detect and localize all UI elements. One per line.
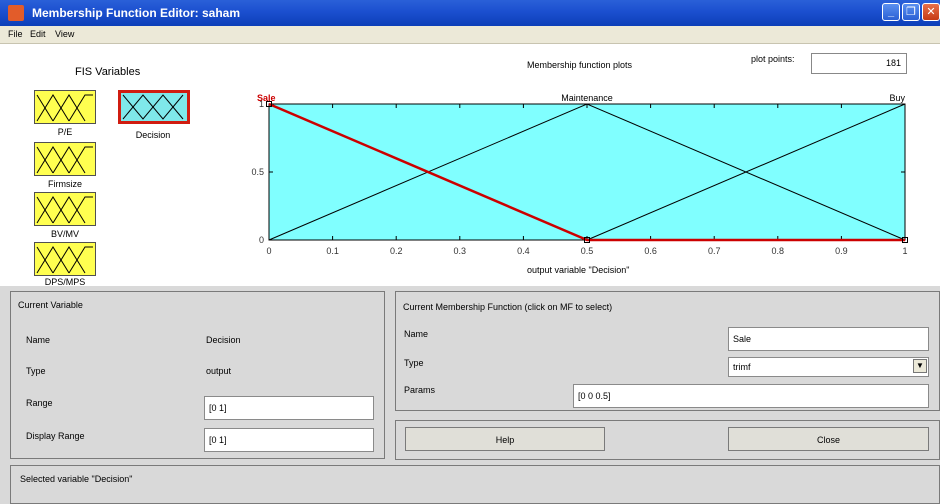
var-label-bvmv: BV/MV [50,229,79,239]
x-tick-label: 0 [266,246,271,256]
mf-label-sale[interactable]: Sale [257,93,276,103]
current-mf-title: Current Membership Function (click on MF… [403,302,613,312]
menu-bar: File Edit View [0,26,940,44]
cv-name-value: Decision [206,335,241,345]
mf-name-label: Name [404,329,429,339]
mf-vertex-marker[interactable] [902,237,908,243]
plot-points-input[interactable]: 181 [811,53,907,74]
y-tick-label: 0 [259,235,264,245]
cv-range-label: Range [26,398,53,408]
cv-type-value: output [206,366,232,376]
mf-type-value: trimf [733,362,751,372]
x-tick-label: 0.1 [326,246,339,256]
mf-shape-icon [122,94,184,120]
range-input[interactable]: [0 1] [204,396,374,420]
plot-points-label: plot points: [751,54,795,64]
mf-label-buy[interactable]: Buy [889,93,905,103]
x-tick-label: 1 [902,246,907,256]
y-tick-label: 0.5 [251,167,264,177]
cv-display-range-label: Display Range [26,431,85,441]
x-tick-label: 0.4 [517,246,530,256]
help-button[interactable]: Help [405,427,605,451]
x-tick-label: 0.7 [708,246,721,256]
mf-name-input[interactable]: Sale [728,327,929,351]
status-text: Selected variable "Decision" [20,474,133,484]
mf-line-buy[interactable] [586,103,906,241]
x-tick-label: 0.8 [772,246,785,256]
current-variable-title: Current Variable [18,300,83,310]
matlab-icon [8,5,24,21]
title-bar: Membership Function Editor: saham _ ❐ ✕ [0,0,940,26]
mf-shape-icon [36,196,93,224]
mf-params-label: Params [404,385,436,395]
mf-line-sale[interactable] [268,102,905,242]
x-tick-label: 0.9 [835,246,848,256]
cv-type-label: Type [26,366,46,376]
var-label-pe: P/E [57,127,73,137]
x-tick-label: 0.2 [390,246,403,256]
x-tick-label: 0.6 [644,246,657,256]
x-axis-label: output variable "Decision" [527,265,630,275]
menu-edit[interactable]: Edit [30,29,46,39]
mf-label-maintenance[interactable]: Maintenance [561,93,613,103]
chevron-down-icon[interactable]: ▼ [913,359,927,373]
x-tick-label: 0.3 [454,246,467,256]
mf-type-select[interactable]: trimf ▼ [728,357,929,377]
y-tick-label: 1 [259,99,264,109]
maximize-button[interactable]: ❐ [902,3,920,21]
var-label-dpsmps: DPS/MPS [44,277,86,287]
var-box-pe[interactable] [34,90,96,124]
close-button[interactable]: Close [728,427,929,451]
fis-variables-title: FIS Variables [75,66,141,78]
var-box-bvmv[interactable] [34,192,96,226]
mf-plot[interactable]: 0 0.1 0.2 0.3 0.4 0.5 0.6 0.7 0.8 0.9 1 0 0.5 1 Sale Ma… [240,84,920,266]
menu-view[interactable]: View [55,29,75,39]
cv-name-label: Name [26,335,51,345]
mf-line-maintenance[interactable] [268,103,906,241]
close-window-button[interactable]: ✕ [922,3,940,21]
mf-shape-icon [36,146,93,174]
status-panel [10,465,940,504]
var-label-decision: Decision [135,130,171,140]
mf-type-label: Type [404,358,424,368]
var-box-dpsmps[interactable] [34,242,96,276]
mf-shape-icon [36,94,93,122]
var-box-firmsize[interactable] [34,142,96,176]
window-title: Membership Function Editor: saham [32,6,241,20]
x-tick-label: 0.5 [581,246,594,256]
mf-vertex-marker[interactable] [266,101,272,107]
mf-params-input[interactable]: [0 0 0.5] [573,384,929,408]
plot-area[interactable] [268,103,906,241]
minimize-button[interactable]: _ [882,3,900,21]
mf-vertex-marker[interactable] [584,237,590,243]
plot-title: Membership function plots [527,60,633,70]
var-label-firmsize: Firmsize [48,179,82,189]
menu-file[interactable]: File [8,29,23,39]
mf-shape-icon [36,246,93,274]
var-box-decision[interactable] [118,90,190,124]
display-range-input[interactable]: [0 1] [204,428,374,452]
